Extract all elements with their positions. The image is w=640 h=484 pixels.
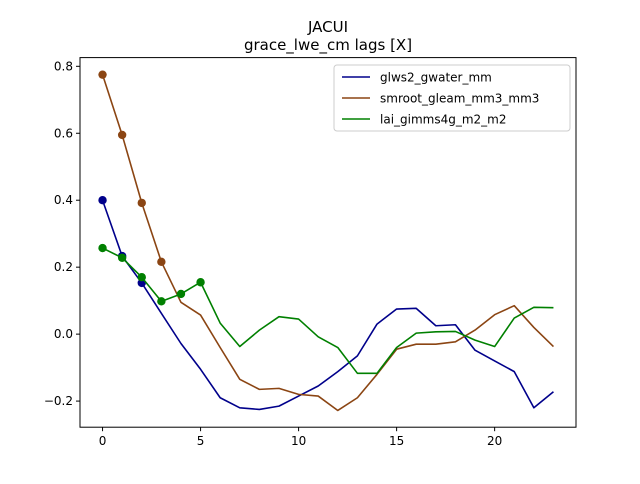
series-line [101, 199, 554, 411]
data-point [157, 257, 166, 267]
data-point [157, 297, 166, 306]
legend-label: glws2_gwater_mm [380, 71, 492, 85]
legend: glws2_gwater_mm smroot_gleam_mm3_mm3 lai_g… [333, 64, 571, 132]
data-point [117, 130, 127, 140]
plot-frame [79, 57, 577, 428]
y-tick-label: −0.2 [44, 394, 73, 408]
chart-subtitle: grace_lwe_cm lags [X] [244, 36, 412, 55]
legend-label: lai_gimms4g_m2_m2 [380, 113, 507, 127]
x-tick-label: 0 [99, 434, 107, 448]
y-axis: −0.2 0.0 0.2 0.4 0.6 0.8 [44, 59, 80, 408]
y-tick-label: 0.2 [54, 260, 73, 274]
x-tick-label: 20 [487, 434, 502, 448]
data-point [98, 70, 107, 79]
data-point [98, 196, 107, 205]
series-line [102, 247, 554, 375]
series-layer [98, 70, 555, 412]
data-point [176, 289, 186, 299]
x-axis: 0 5 10 15 20 [99, 427, 502, 448]
data-point [137, 198, 146, 208]
y-tick-label: 0.4 [54, 193, 73, 207]
legend-box [333, 64, 571, 132]
data-point [196, 278, 205, 287]
x-tick-label: 10 [291, 434, 306, 448]
data-point [117, 253, 127, 262]
y-tick-label: 0.8 [54, 59, 73, 73]
y-tick-label: 0.0 [54, 327, 73, 341]
data-point [137, 273, 146, 282]
chart-title: JACUI [307, 18, 348, 36]
legend-label: smroot_gleam_mm3_mm3 [380, 92, 539, 106]
data-point [98, 243, 107, 253]
y-tick-label: 0.6 [54, 126, 73, 140]
x-tick-label: 5 [197, 434, 205, 448]
x-tick-label: 15 [389, 434, 404, 448]
